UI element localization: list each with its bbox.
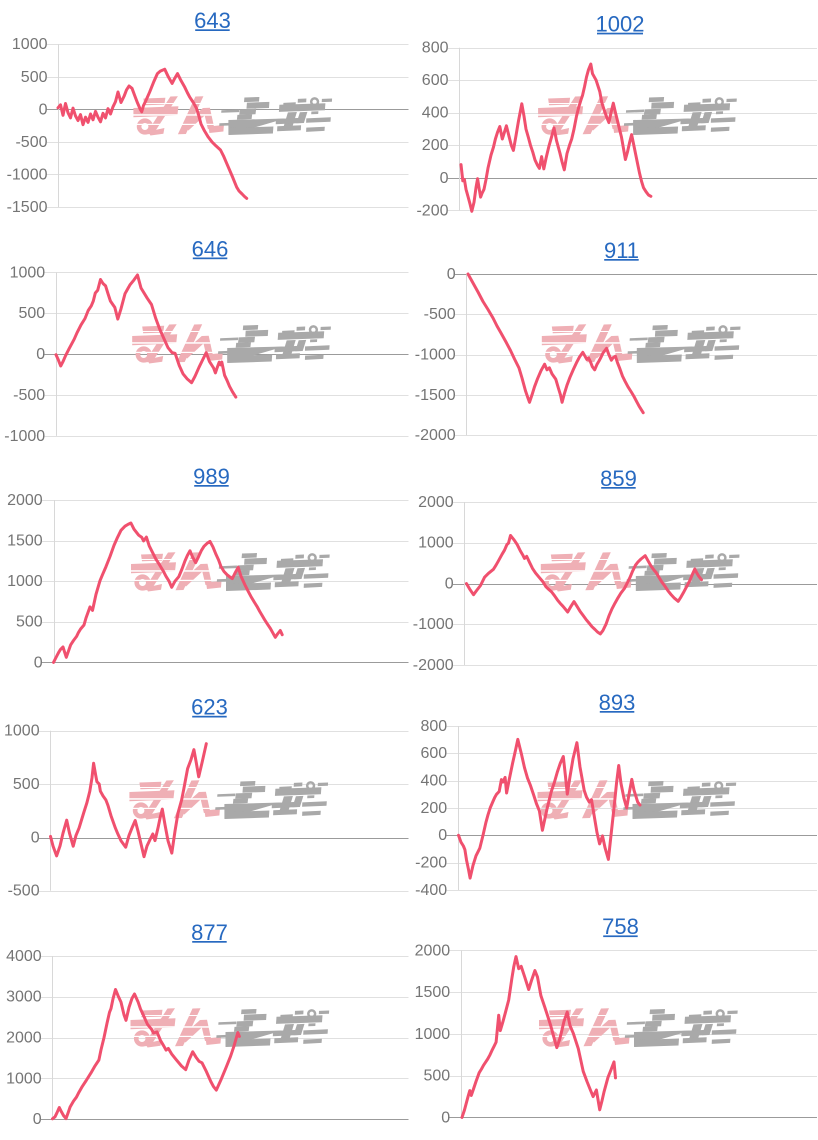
svg-text:500: 500	[21, 69, 48, 86]
svg-text:859: 859	[600, 466, 637, 491]
svg-text:1000: 1000	[4, 723, 40, 740]
svg-text:0: 0	[447, 266, 456, 283]
svg-text:-400: -400	[415, 882, 447, 899]
svg-text:0: 0	[34, 654, 43, 671]
svg-text:-500: -500	[15, 134, 47, 151]
svg-text:623: 623	[191, 695, 228, 720]
svg-text:-1500: -1500	[7, 199, 48, 216]
svg-text:400: 400	[420, 773, 447, 790]
svg-text:500: 500	[13, 776, 40, 793]
svg-text:500: 500	[18, 305, 45, 322]
svg-text:1002: 1002	[596, 12, 645, 37]
svg-text:646: 646	[192, 236, 229, 261]
svg-text:0: 0	[39, 101, 48, 118]
svg-text:-2000: -2000	[413, 657, 454, 674]
svg-text:-1500: -1500	[415, 387, 456, 404]
svg-text:1000: 1000	[6, 1070, 42, 1087]
svg-text:200: 200	[420, 800, 447, 817]
svg-text:1000: 1000	[418, 535, 454, 552]
svg-text:-1000: -1000	[415, 347, 456, 364]
svg-text:-200: -200	[415, 855, 447, 872]
svg-text:-500: -500	[424, 306, 456, 323]
svg-text:1500: 1500	[415, 984, 451, 1001]
svg-text:0: 0	[438, 827, 447, 844]
svg-text:0: 0	[31, 829, 40, 846]
svg-text:1000: 1000	[415, 1026, 451, 1043]
svg-text:-1000: -1000	[7, 166, 48, 183]
svg-text:0: 0	[441, 1109, 450, 1126]
svg-text:-1000: -1000	[4, 428, 45, 445]
svg-text:1000: 1000	[12, 36, 48, 53]
svg-text:0: 0	[440, 170, 449, 187]
svg-text:-500: -500	[8, 883, 40, 900]
svg-text:1000: 1000	[7, 573, 43, 590]
svg-text:2000: 2000	[7, 492, 43, 509]
svg-text:800: 800	[422, 40, 449, 57]
svg-text:2000: 2000	[415, 942, 451, 959]
svg-text:600: 600	[422, 72, 449, 89]
svg-text:800: 800	[420, 718, 447, 735]
svg-text:911: 911	[604, 238, 639, 263]
svg-text:400: 400	[422, 105, 449, 122]
svg-text:1500: 1500	[7, 533, 43, 550]
svg-text:643: 643	[194, 8, 231, 33]
svg-text:3000: 3000	[6, 989, 42, 1006]
svg-text:0: 0	[36, 346, 45, 363]
svg-text:1000: 1000	[10, 264, 46, 281]
svg-text:2000: 2000	[418, 494, 454, 511]
svg-text:-2000: -2000	[415, 427, 456, 444]
svg-text:0: 0	[445, 575, 454, 592]
svg-text:989: 989	[193, 464, 230, 489]
svg-text:200: 200	[422, 137, 449, 154]
svg-text:-1000: -1000	[413, 616, 454, 633]
svg-text:-200: -200	[416, 202, 448, 219]
svg-text:0: 0	[33, 1111, 42, 1128]
svg-text:4000: 4000	[6, 948, 42, 965]
svg-text:-500: -500	[13, 387, 45, 404]
svg-text:877: 877	[191, 920, 228, 945]
svg-text:500: 500	[16, 614, 43, 631]
svg-text:600: 600	[420, 745, 447, 762]
svg-text:758: 758	[602, 914, 639, 939]
svg-text:2000: 2000	[6, 1030, 42, 1047]
svg-text:500: 500	[423, 1068, 450, 1085]
svg-text:893: 893	[599, 690, 636, 715]
